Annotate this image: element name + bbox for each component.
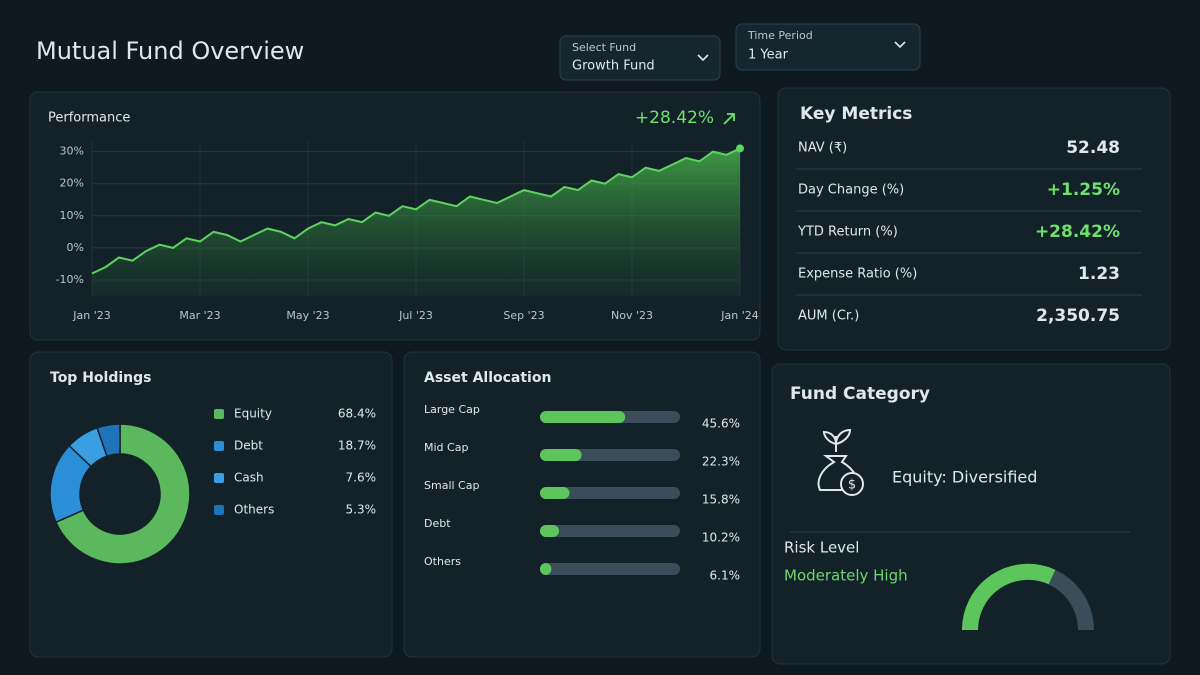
holdings-title: Top Holdings bbox=[50, 370, 151, 386]
y-tick-label: -10% bbox=[56, 273, 84, 286]
select-value: Growth Fund bbox=[572, 59, 655, 74]
x-tick-label: Nov '23 bbox=[611, 309, 653, 322]
metric-value: 2,350.75 bbox=[1036, 306, 1120, 326]
select-label: Select Fund bbox=[572, 41, 636, 54]
data-label: 18.7% bbox=[338, 439, 376, 453]
metric-label: Day Change (%) bbox=[798, 183, 904, 198]
allocation-card bbox=[403, 351, 761, 658]
metric-value: 1.23 bbox=[1078, 264, 1120, 284]
x-tick-label: Jan '23 bbox=[72, 309, 110, 322]
bar bbox=[540, 411, 626, 423]
generated: 30% 20% 10% 0% -10% Jan '23 Mar '23 May '23 Jul … bbox=[49, 138, 1142, 583]
holdings-card bbox=[29, 351, 393, 658]
legend-label: Equity bbox=[234, 407, 272, 421]
y-tick-label: 10% bbox=[60, 209, 84, 222]
select-value: 1 Year bbox=[748, 48, 789, 63]
metric-label: Expense Ratio (%) bbox=[798, 267, 917, 282]
legend-swatch bbox=[214, 409, 224, 419]
page-title: Mutual Fund Overview bbox=[36, 37, 304, 65]
performance-change: +28.42% bbox=[635, 108, 714, 128]
data-label: 5.3% bbox=[346, 503, 377, 517]
bar-label: Mid Cap bbox=[424, 441, 468, 454]
select-box[interactable] bbox=[735, 23, 921, 71]
risk-title: Risk Level bbox=[784, 539, 859, 557]
area bbox=[92, 148, 740, 296]
line bbox=[91, 147, 741, 275]
metric-label: NAV (₹) bbox=[798, 141, 847, 156]
chevron bbox=[894, 41, 906, 49]
period-select[interactable]: Time Period 1 Year bbox=[735, 23, 921, 71]
y-tick-label: 20% bbox=[60, 177, 84, 190]
donut-slice bbox=[96, 423, 121, 458]
x-tick-label: May '23 bbox=[286, 309, 329, 322]
bar bbox=[540, 487, 570, 499]
metric-label: AUM (Cr.) bbox=[798, 309, 859, 324]
metrics-title: Key Metrics bbox=[800, 104, 912, 124]
bar-label: Others bbox=[424, 555, 461, 568]
metric-label: YTD Return (%) bbox=[797, 225, 898, 240]
fund-select[interactable]: Select Fund Growth Fund bbox=[559, 35, 721, 81]
legend-swatch bbox=[214, 505, 224, 515]
select-label: Time Period bbox=[747, 29, 813, 42]
legend-label: Cash bbox=[234, 471, 264, 485]
donut-slice bbox=[54, 423, 191, 565]
money-bag-icon: $ bbox=[817, 428, 864, 496]
bar-label: Debt bbox=[424, 517, 451, 530]
data-label: 6.1% bbox=[710, 569, 741, 583]
bar-track bbox=[540, 563, 680, 575]
x-tick-label: Sep '23 bbox=[503, 309, 544, 322]
x-tick-label: Mar '23 bbox=[179, 309, 220, 322]
bar bbox=[540, 525, 560, 537]
legend-swatch bbox=[214, 441, 224, 451]
category-title: Fund Category bbox=[790, 384, 930, 404]
legend-swatch bbox=[214, 473, 224, 483]
svg-text:$: $ bbox=[848, 478, 856, 493]
risk-value: Moderately High bbox=[784, 567, 908, 585]
bar-track bbox=[540, 525, 680, 537]
metric-value: 52.48 bbox=[1066, 138, 1120, 158]
y-tick-label: 30% bbox=[60, 145, 84, 158]
y-tick-label: 0% bbox=[67, 241, 84, 254]
legend-label: Debt bbox=[234, 439, 263, 453]
allocation-title: Asset Allocation bbox=[424, 370, 551, 386]
metric-value: +1.25% bbox=[1047, 180, 1120, 200]
bar-label: Large Cap bbox=[424, 403, 480, 416]
gauge-fill bbox=[961, 563, 1056, 631]
bar-label: Small Cap bbox=[424, 479, 479, 492]
chart-title: Performance bbox=[48, 111, 130, 126]
select-box[interactable] bbox=[559, 35, 721, 81]
x-tick-label: Jan '24 bbox=[720, 309, 758, 322]
up-arrow bbox=[723, 113, 735, 125]
data-label: 10.2% bbox=[702, 531, 740, 545]
legend-label: Others bbox=[234, 503, 274, 517]
x-tick-label: Jul '23 bbox=[398, 309, 433, 322]
data-label: 68.4% bbox=[338, 407, 376, 421]
metric-value: +28.42% bbox=[1035, 222, 1120, 242]
data-label: 22.3% bbox=[702, 455, 740, 469]
bar-track bbox=[540, 487, 680, 499]
bar bbox=[540, 563, 552, 575]
metrics-card bbox=[777, 87, 1171, 351]
data-label: 7.6% bbox=[346, 471, 377, 485]
end-point bbox=[736, 144, 744, 153]
category-value: Equity: Diversified bbox=[892, 468, 1037, 487]
data-label: 15.8% bbox=[702, 493, 740, 507]
bar bbox=[540, 449, 582, 461]
data-label: 45.6% bbox=[702, 417, 740, 431]
chevron bbox=[697, 54, 709, 62]
